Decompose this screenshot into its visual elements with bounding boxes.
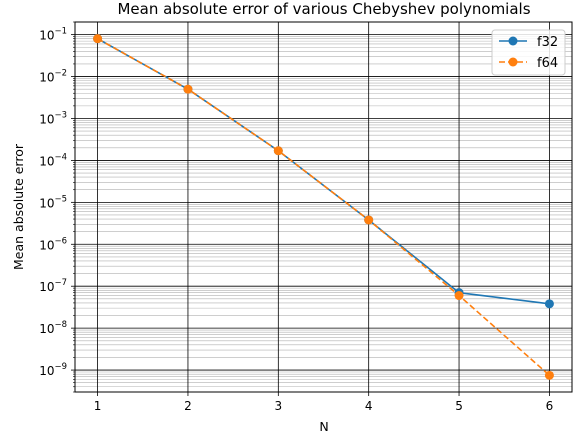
y-tick-label: 10−3 bbox=[39, 110, 67, 126]
y-tick-label-base: 10 bbox=[39, 112, 54, 126]
y-tick-label-exponent: −6 bbox=[54, 236, 67, 246]
y-tick-label: 10−4 bbox=[39, 152, 67, 168]
y-tick-label-base: 10 bbox=[39, 238, 54, 252]
y-tick-label-base: 10 bbox=[39, 322, 54, 336]
y-tick-label-base: 10 bbox=[39, 280, 54, 294]
data-point-f32 bbox=[544, 299, 554, 309]
x-tick-label: 1 bbox=[94, 399, 102, 413]
y-tick-label-base: 10 bbox=[39, 154, 54, 168]
y-tick-label-exponent: −5 bbox=[54, 194, 67, 204]
y-tick-label-exponent: −9 bbox=[54, 362, 67, 372]
x-axis: 1 2 3 4 5 6 bbox=[94, 392, 553, 413]
data-point-f64 bbox=[364, 215, 374, 225]
y-tick-label-exponent: −1 bbox=[54, 27, 67, 37]
y-axis: 10−910−810−710−610−510−410−310−210−1 bbox=[39, 21, 75, 393]
series-line-f64 bbox=[97, 37, 550, 376]
y-tick-label: 10−9 bbox=[39, 362, 67, 378]
x-axis-label: N bbox=[319, 419, 328, 434]
y-tick-label-exponent: −4 bbox=[54, 152, 67, 162]
y-tick-label-exponent: −7 bbox=[54, 278, 67, 288]
x-tick-label: 5 bbox=[455, 399, 463, 413]
x-tick-label: 2 bbox=[184, 399, 192, 413]
y-tick-label-base: 10 bbox=[39, 71, 54, 85]
y-tick-label-exponent: −8 bbox=[54, 320, 67, 330]
plot-frame bbox=[74, 21, 573, 393]
data-point-f64 bbox=[93, 34, 103, 44]
y-tick-label: 10−6 bbox=[39, 236, 67, 252]
y-tick-label: 10−2 bbox=[39, 69, 67, 85]
y-tick-label-base: 10 bbox=[39, 29, 54, 43]
legend-marker-f64 bbox=[508, 57, 518, 67]
chart-title: Mean absolute error of various Chebyshev… bbox=[117, 0, 530, 18]
x-tick-label: 6 bbox=[546, 399, 554, 413]
y-axis-label: Mean absolute error bbox=[11, 143, 26, 270]
y-tick-label: 10−8 bbox=[39, 320, 67, 336]
y-tick-label: 10−7 bbox=[39, 278, 67, 294]
data-point-f64 bbox=[273, 146, 283, 156]
x-tick-label: 4 bbox=[365, 399, 373, 413]
x-tick-label: 3 bbox=[274, 399, 282, 413]
legend-marker-f32 bbox=[508, 36, 518, 46]
major-grid bbox=[75, 22, 572, 392]
y-tick-label-exponent: −2 bbox=[54, 69, 67, 79]
y-tick-label: 10−5 bbox=[39, 194, 67, 210]
y-tick-label-base: 10 bbox=[39, 364, 54, 378]
legend-label-f32: f32 bbox=[537, 35, 558, 50]
data-point-f64 bbox=[544, 370, 554, 380]
data-point-f64 bbox=[183, 84, 193, 94]
series-layer bbox=[93, 34, 554, 380]
data-point-f64 bbox=[454, 291, 464, 301]
y-tick-label-base: 10 bbox=[39, 196, 54, 210]
plot-area bbox=[75, 22, 572, 392]
y-tick-label: 10−1 bbox=[39, 27, 67, 43]
legend-label-f64: f64 bbox=[537, 56, 558, 71]
y-tick-label-exponent: −3 bbox=[54, 110, 67, 120]
